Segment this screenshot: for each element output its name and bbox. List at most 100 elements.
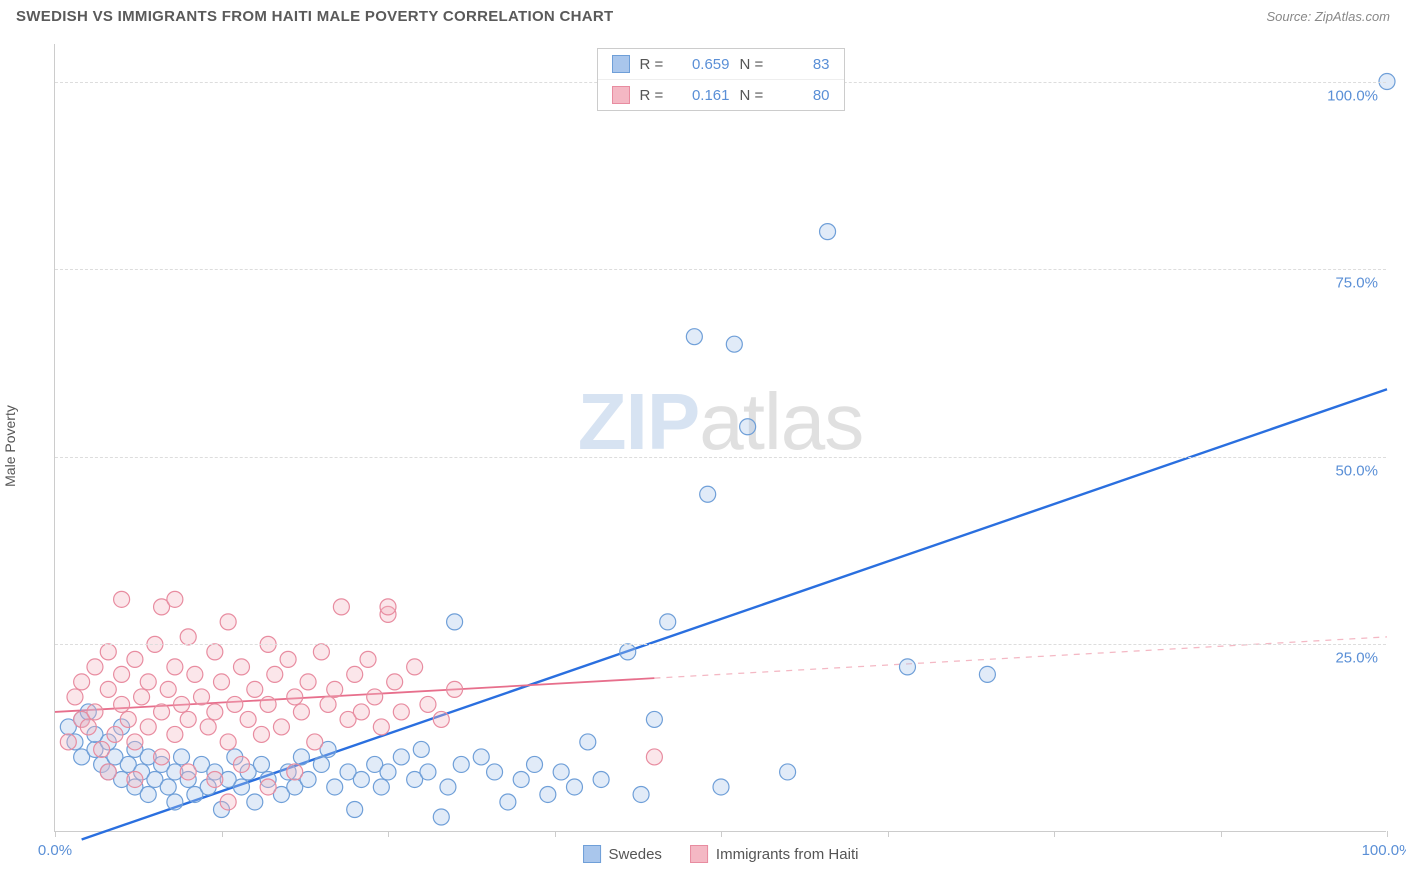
data-point (293, 749, 309, 765)
x-tick (1054, 831, 1055, 837)
data-point (94, 741, 110, 757)
data-point (373, 719, 389, 735)
data-point (247, 794, 263, 810)
data-point (114, 666, 130, 682)
data-point (620, 644, 636, 660)
data-point (780, 764, 796, 780)
r-label: R = (640, 87, 668, 104)
data-point (207, 644, 223, 660)
data-point (380, 599, 396, 615)
legend-label-haiti: Immigrants from Haiti (716, 846, 859, 863)
series-legend: Swedes Immigrants from Haiti (583, 845, 859, 863)
data-point (327, 681, 343, 697)
data-point (154, 749, 170, 765)
data-point (686, 329, 702, 345)
x-tick (1387, 831, 1388, 837)
data-point (646, 711, 662, 727)
data-point (420, 764, 436, 780)
data-point (127, 734, 143, 750)
data-point (100, 681, 116, 697)
data-point (633, 786, 649, 802)
data-point (167, 726, 183, 742)
data-point (313, 644, 329, 660)
data-point (360, 651, 376, 667)
data-point (167, 659, 183, 675)
data-point (300, 674, 316, 690)
data-point (580, 734, 596, 750)
data-point (447, 614, 463, 630)
data-point (233, 756, 249, 772)
data-point (107, 726, 123, 742)
data-point (287, 764, 303, 780)
data-point (140, 786, 156, 802)
data-point (87, 659, 103, 675)
data-point (174, 696, 190, 712)
x-tick (55, 831, 56, 837)
data-point (820, 224, 836, 240)
x-tick (888, 831, 889, 837)
data-point (433, 711, 449, 727)
data-point (267, 666, 283, 682)
data-point (287, 689, 303, 705)
x-tick (555, 831, 556, 837)
data-point (553, 764, 569, 780)
x-tick (388, 831, 389, 837)
y-tick-label: 75.0% (1335, 275, 1378, 292)
data-point (260, 696, 276, 712)
swatch-swedes-icon (583, 845, 601, 863)
r-value-haiti: 0.161 (678, 87, 730, 104)
data-point (367, 689, 383, 705)
data-point (347, 666, 363, 682)
grid-line (55, 644, 1386, 645)
scatter-svg (55, 44, 1386, 831)
data-point (220, 614, 236, 630)
data-point (307, 734, 323, 750)
data-point (566, 779, 582, 795)
data-point (200, 719, 216, 735)
data-point (100, 644, 116, 660)
data-point (440, 779, 456, 795)
r-value-swedes: 0.659 (678, 56, 730, 73)
x-tick (721, 831, 722, 837)
data-point (253, 756, 269, 772)
n-label: N = (740, 87, 768, 104)
data-point (240, 711, 256, 727)
data-point (174, 749, 190, 765)
data-point (527, 756, 543, 772)
swatch-haiti-icon (612, 86, 630, 104)
data-point (393, 704, 409, 720)
data-point (433, 809, 449, 825)
data-point (80, 719, 96, 735)
data-point (420, 696, 436, 712)
data-point (387, 674, 403, 690)
stats-legend: R = 0.659 N = 83 R = 0.161 N = 80 (597, 48, 845, 111)
data-point (167, 591, 183, 607)
x-tick-label: 100.0% (1362, 842, 1406, 859)
data-point (347, 801, 363, 817)
legend-item-haiti: Immigrants from Haiti (690, 845, 859, 863)
legend-item-swedes: Swedes (583, 845, 662, 863)
data-point (333, 599, 349, 615)
data-point (473, 749, 489, 765)
data-point (167, 794, 183, 810)
data-point (220, 794, 236, 810)
n-label: N = (740, 56, 768, 73)
data-point (513, 771, 529, 787)
stats-legend-row-swedes: R = 0.659 N = 83 (598, 49, 844, 79)
data-point (373, 779, 389, 795)
data-point (154, 704, 170, 720)
data-point (353, 704, 369, 720)
n-value-swedes: 83 (778, 56, 830, 73)
data-point (380, 764, 396, 780)
data-point (413, 741, 429, 757)
data-point (60, 734, 76, 750)
swatch-haiti-icon (690, 845, 708, 863)
trend-line-dashed (654, 637, 1387, 678)
stats-legend-row-haiti: R = 0.161 N = 80 (598, 79, 844, 110)
data-point (127, 651, 143, 667)
data-point (220, 734, 236, 750)
n-value-haiti: 80 (778, 87, 830, 104)
chart-plot-area: ZIPatlas R = 0.659 N = 83 R = 0.161 N = … (54, 44, 1386, 832)
data-point (713, 779, 729, 795)
data-point (74, 674, 90, 690)
